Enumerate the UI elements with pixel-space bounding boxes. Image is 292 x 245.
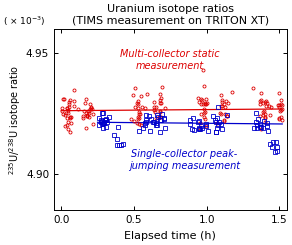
Text: ( $\times$ 10$^{-3}$): ( $\times$ 10$^{-3}$) (3, 14, 45, 27)
Title: Uranium isotope ratios
(TIMS measurement on TRITON XT): Uranium isotope ratios (TIMS measurement… (72, 4, 269, 26)
Text: Single-collector peak-
jumping measurement: Single-collector peak- jumping measureme… (129, 149, 240, 171)
X-axis label: Elapsed time (h): Elapsed time (h) (124, 231, 216, 241)
Text: Multi-collector static
measurement: Multi-collector static measurement (121, 49, 220, 71)
Y-axis label: $^{235}$U/$^{238}$U isotope ratio: $^{235}$U/$^{238}$U isotope ratio (7, 65, 23, 175)
